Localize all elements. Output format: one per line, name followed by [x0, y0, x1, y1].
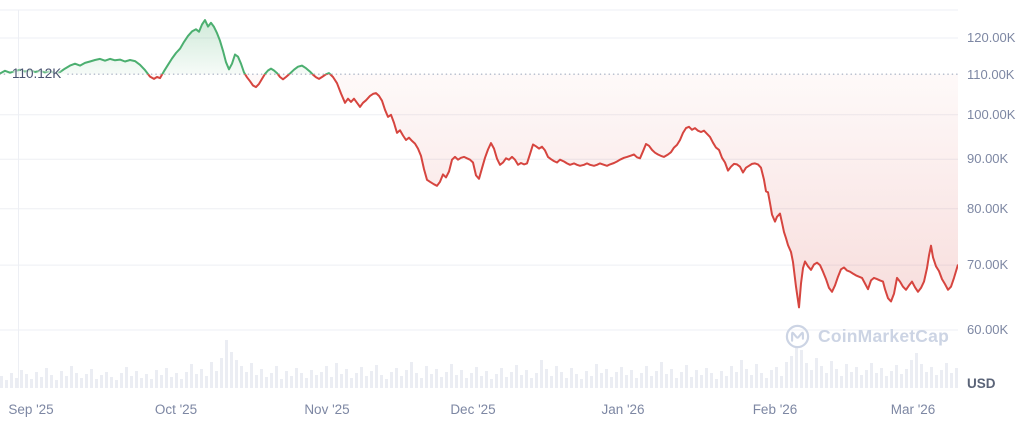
y-axis-label: 90.00K — [967, 151, 1009, 166]
area-fill-above-baseline — [0, 20, 331, 75]
price-line-down — [0, 74, 958, 309]
x-axis-label: Dec '25 — [450, 402, 496, 417]
currency-label: USD — [967, 376, 996, 391]
x-axis-label: Nov '25 — [304, 402, 350, 417]
baseline-price-label: 110.12K — [12, 66, 62, 81]
x-axis-label: Sep '25 — [8, 402, 54, 417]
x-axis-label: Feb '26 — [752, 402, 798, 417]
x-axis-label: Mar '26 — [890, 402, 936, 417]
y-axis-label: 100.00K — [967, 107, 1016, 122]
y-axis-label: 70.00K — [967, 257, 1009, 272]
area-fill-below-baseline — [0, 74, 958, 308]
y-axis-label: 80.00K — [967, 201, 1009, 216]
coinmarketcap-logo-icon — [785, 324, 810, 349]
x-axis-label: Oct '25 — [154, 402, 198, 417]
watermark: CoinMarketCap — [784, 323, 949, 350]
y-axis-label: 120.00K — [967, 30, 1016, 45]
y-axis-label: 110.00K — [967, 67, 1015, 82]
price-line-up — [0, 19, 332, 75]
watermark-text: CoinMarketCap — [818, 326, 949, 346]
volume-bars — [0, 340, 958, 388]
y-axis-label: 60.00K — [967, 322, 1009, 337]
x-axis-label: Jan '26 — [601, 402, 645, 417]
